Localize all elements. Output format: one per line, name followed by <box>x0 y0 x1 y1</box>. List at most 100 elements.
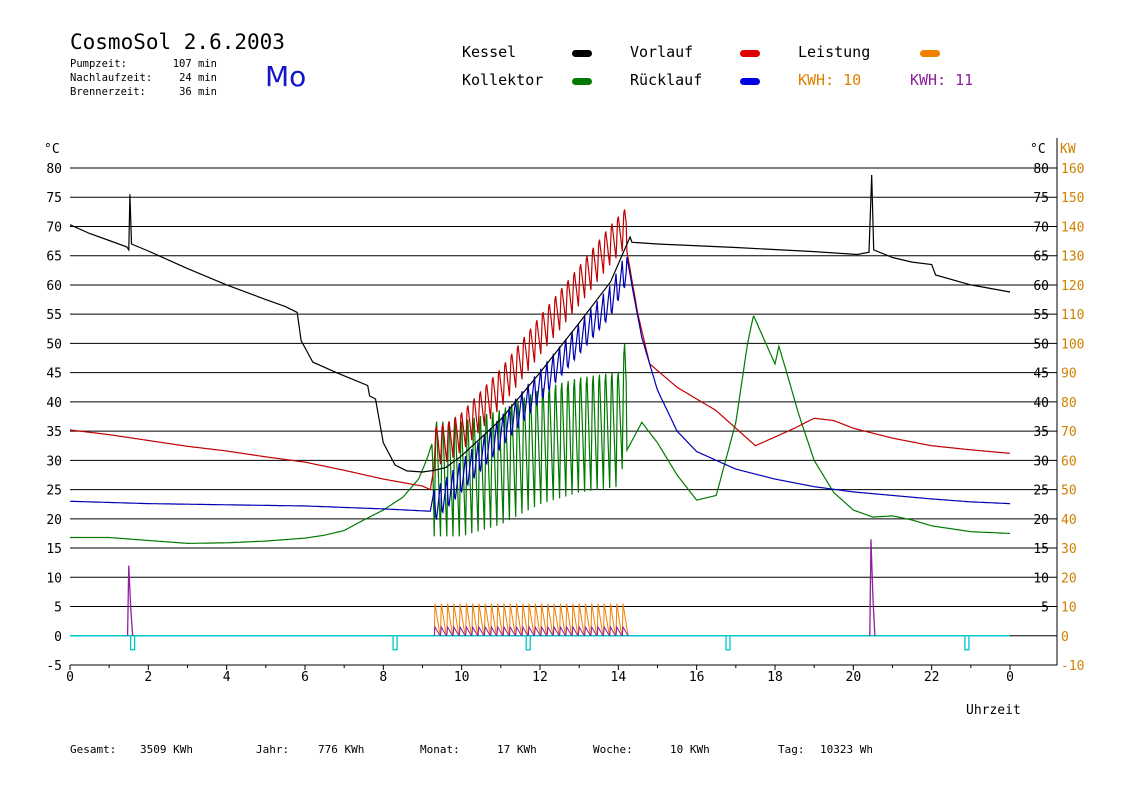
footer-gesamt-value: 3509 KWh <box>140 743 193 756</box>
footer-woche-value: 10 KWh <box>670 743 710 756</box>
y-left-tick: -5 <box>46 659 62 674</box>
x-tick-label: 6 <box>301 670 309 685</box>
y-left-tick: 35 <box>46 425 62 440</box>
y-right-kw-tick: 60 <box>1061 454 1077 469</box>
y-right-kw-tick: 100 <box>1061 337 1084 352</box>
weekday-label: Mo <box>265 60 307 93</box>
x-tick-label: 20 <box>846 670 862 685</box>
series-vorlauf <box>69 209 1010 491</box>
legend-kwh-b: KWH: 11 <box>910 71 974 89</box>
stat-nachlaufzeit-label: Nachlaufzeit: <box>70 72 153 84</box>
y-right-c-tick: 30 <box>1033 454 1049 469</box>
y-right-kw-tick: 30 <box>1061 542 1077 557</box>
x-tick-label: 18 <box>767 670 783 685</box>
y-left-tick: 30 <box>46 454 62 469</box>
x-tick-label: 10 <box>454 670 470 685</box>
y-right-c-tick: 25 <box>1033 484 1049 499</box>
y-right-c-tick: 50 <box>1033 337 1049 352</box>
y-left-tick: 15 <box>46 542 62 557</box>
x-tick-label: 0 <box>66 670 74 685</box>
y-right-c-tick: 20 <box>1033 513 1049 528</box>
chart-title: CosmoSol 2.6.2003 <box>70 30 285 54</box>
y-right-c-tick: 10 <box>1033 571 1049 586</box>
y-right-kw-tick: 130 <box>1061 250 1084 265</box>
y-left-tick: 5 <box>54 601 62 616</box>
legend-kessel-label: Kessel <box>462 43 517 61</box>
y-right-kw-tick: 10 <box>1061 601 1077 616</box>
y-right-c-tick: 65 <box>1033 250 1049 265</box>
stat-pumpzeit-value: 107 min <box>172 58 217 70</box>
y-left-tick: 75 <box>46 191 62 206</box>
y-right-c-tick: 60 <box>1033 279 1049 294</box>
y-right-kw-tick: 0 <box>1061 630 1069 645</box>
y-right-c-tick: 55 <box>1033 308 1049 323</box>
y-left-tick: 40 <box>46 396 62 411</box>
x-tick-label: 0 <box>1006 670 1014 685</box>
legend-kollektor-swatch <box>572 78 592 85</box>
footer-woche-label: Woche: <box>593 743 633 756</box>
footer-tag-label: Tag: <box>778 743 805 756</box>
legend-vorlauf-swatch <box>740 50 760 57</box>
y-right-c-tick: 75 <box>1033 191 1049 206</box>
y-left-tick: 25 <box>46 484 62 499</box>
y-right-c-tick: 45 <box>1033 367 1049 382</box>
y-left-tick: 60 <box>46 279 62 294</box>
x-axis-label: Uhrzeit <box>966 703 1021 718</box>
x-tick-label: 22 <box>924 670 940 685</box>
stat-brennerzeit-label: Brennerzeit: <box>70 86 146 98</box>
footer-gesamt-label: Gesamt: <box>70 743 117 756</box>
y-right-kw-tick: 40 <box>1061 513 1077 528</box>
y-left-tick: 65 <box>46 250 62 265</box>
stat-nachlaufzeit-value: 24 min <box>179 72 217 84</box>
y-right-kw-tick: 120 <box>1061 279 1084 294</box>
legend-vorlauf-label: Vorlauf <box>630 43 694 61</box>
pump-pulse <box>525 635 531 651</box>
pump-pulse <box>964 635 970 651</box>
legend-kwh-a: KWH: 10 <box>798 71 862 89</box>
y-right-c-tick: 5 <box>1041 601 1049 616</box>
y-axis-right-unit-c: °C <box>1030 142 1046 157</box>
series-kessel <box>69 174 1011 473</box>
series-leistung <box>433 603 629 636</box>
y-left-tick: 0 <box>54 630 62 645</box>
stat-brennerzeit-value: 36 min <box>179 86 217 98</box>
x-tick-label: 4 <box>223 670 231 685</box>
series-kwh-b-spike <box>126 565 134 636</box>
y-right-kw-tick: 160 <box>1061 162 1084 177</box>
y-right-c-tick: 40 <box>1033 396 1049 411</box>
y-left-tick: 80 <box>46 162 62 177</box>
y-right-c-tick: 35 <box>1033 425 1049 440</box>
y-right-kw-tick: 70 <box>1061 425 1077 440</box>
y-right-kw-tick: 20 <box>1061 571 1077 586</box>
y-left-tick: 20 <box>46 513 62 528</box>
y-right-kw-tick: 110 <box>1061 308 1084 323</box>
footer-jahr-label: Jahr: <box>256 743 290 756</box>
y-right-kw-tick: 90 <box>1061 367 1077 382</box>
y-axis-left-unit: °C <box>44 142 60 157</box>
legend-leistung-label: Leistung <box>798 43 871 61</box>
legend-kollektor-label: Kollektor <box>462 71 544 89</box>
pump-pulse <box>130 635 136 651</box>
footer-jahr-value: 776 KWh <box>318 743 365 756</box>
pump-pulse <box>725 635 731 651</box>
chart-series <box>69 174 1011 651</box>
y-left-tick: 70 <box>46 220 62 235</box>
legend-ruecklauf-swatch <box>740 78 760 85</box>
y-left-tick: 50 <box>46 337 62 352</box>
y-left-tick: 10 <box>46 571 62 586</box>
legend-leistung-swatch <box>920 50 940 57</box>
x-tick-label: 14 <box>611 670 627 685</box>
series-kollektor <box>70 314 1010 544</box>
x-tick-label: 8 <box>379 670 387 685</box>
x-tick-label: 2 <box>144 670 152 685</box>
y-right-c-tick: 15 <box>1033 542 1049 557</box>
footer-monat-value: 17 KWh <box>497 743 537 756</box>
y-right-kw-tick: 150 <box>1061 191 1084 206</box>
footer-tag-value: 10323 Wh <box>820 743 873 756</box>
x-tick-label: 16 <box>689 670 705 685</box>
footer-monat-label: Monat: <box>420 743 460 756</box>
series-ruecklauf <box>70 257 1010 521</box>
y-right-c-tick: 80 <box>1033 162 1049 177</box>
y-right-c-tick: 70 <box>1033 220 1049 235</box>
